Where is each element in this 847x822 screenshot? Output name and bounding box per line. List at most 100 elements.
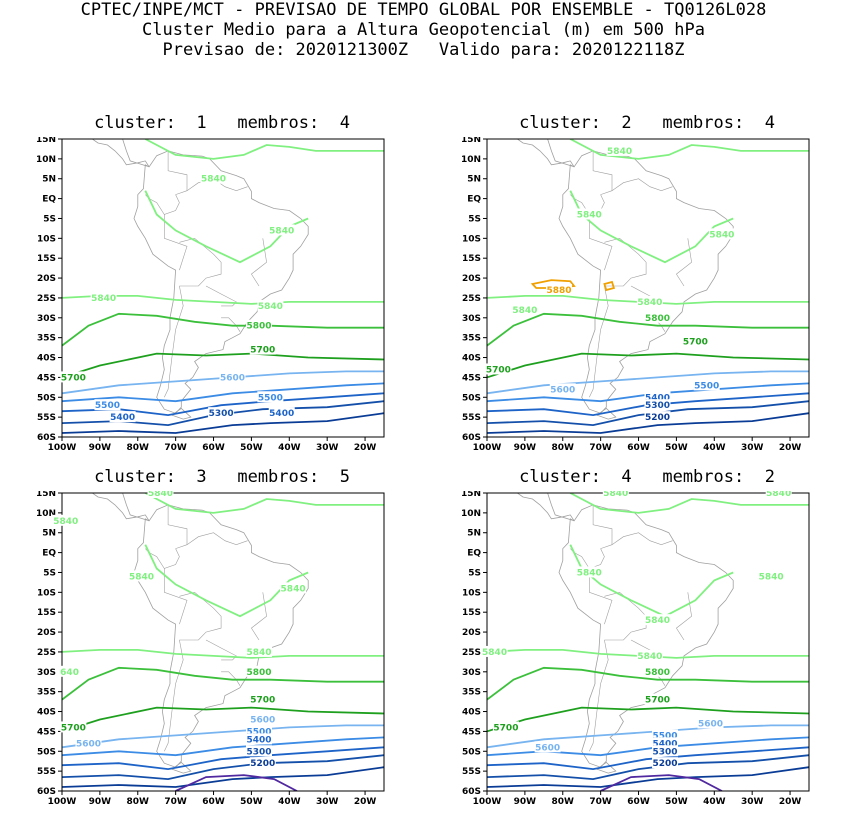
contour-label: 5300 [246, 747, 271, 757]
contour-line [62, 352, 384, 379]
header-title: CPTEC/INPE/MCT - PREVISAO DE TEMPO GLOBA… [80, 0, 767, 20]
contour-label: 5840 [246, 648, 271, 658]
lat-tick-label: 35S [37, 688, 56, 698]
lon-tick-label: 50W [240, 443, 263, 453]
contour-line [487, 370, 809, 395]
contour-map: 15N 10N 5N EQ 5S 10S 15S 20S 25S 30S 35S 40S 45S 50S 5… [36, 491, 385, 807]
cluster-panel-4: cluster: 4 membros: 2 15N 10N 5N EQ 5S 10S 15S… [447, 467, 847, 822]
contour-label-bg [268, 224, 295, 236]
lat-tick-label: 40S [37, 708, 56, 718]
cluster-panel-1: cluster: 1 membros: 4 15N 10N 5N EQ 5S 10S 15S… [22, 113, 422, 468]
lat-tick-label: 15S [37, 254, 56, 264]
lat-tick-label: 15N [36, 491, 56, 499]
contour-label: 5700 [645, 696, 670, 706]
lat-tick-label: 45S [462, 373, 481, 383]
contour-label: 5840 [148, 491, 173, 499]
contour-line [487, 706, 809, 733]
contour-label: 5600 [250, 715, 275, 725]
country-border [164, 639, 184, 752]
contour-label: 5400 [645, 393, 670, 403]
lat-tick-label: 5N [42, 175, 56, 185]
contour-label: 5400 [269, 409, 294, 419]
contour-label: 5840 [91, 294, 116, 304]
lat-tick-label: 55S [37, 767, 56, 777]
lon-tick-label: 60W [202, 797, 225, 807]
lat-tick-label: 15N [36, 137, 56, 145]
lat-tick-label: 10N [36, 155, 56, 165]
contour-label: 5600 [550, 385, 575, 395]
contour-label: 5400 [110, 413, 135, 423]
coastline [558, 150, 734, 414]
lon-tick-label: 50W [665, 443, 688, 453]
lon-tick-label: 80W [552, 797, 575, 807]
contour-label: 5800 [246, 668, 271, 678]
lat-tick-label: 15N [461, 491, 481, 499]
contour-label-bg [693, 379, 720, 391]
contour-label: 5840 [645, 616, 670, 626]
lat-tick-label: 60S [462, 787, 481, 797]
lat-tick-label: 15N [461, 137, 481, 145]
contour-label: 5700 [250, 696, 275, 706]
lat-tick-label: 55S [37, 413, 56, 423]
lat-tick-label: 45S [462, 727, 481, 737]
lat-tick-label: 5S [468, 214, 481, 224]
lat-tick-label: 15S [462, 608, 481, 618]
country-border [676, 238, 692, 287]
lat-tick-label: 20S [37, 274, 56, 284]
country-border [592, 150, 613, 191]
lat-tick-label: 10S [462, 588, 481, 598]
cluster-panel-2: cluster: 2 membros: 4 15N 10N 5N EQ 5S 10S 15S… [447, 113, 847, 468]
lat-tick-label: 40S [462, 708, 481, 718]
contour-map: 15N 10N 5N EQ 5S 10S 15S 20S 25S 30S 35S 40S 45S 50S 5… [461, 137, 810, 453]
contour-label-bg [606, 144, 633, 156]
cluster-panel-3: cluster: 3 membros: 5 15N 10N 5N EQ 5S 10S 15S… [22, 467, 422, 822]
contour-label: 5840 [281, 584, 306, 594]
contour-label: 5840 [482, 648, 507, 658]
contour-label-bg [147, 491, 174, 498]
lat-tick-label: 30S [462, 668, 481, 678]
coastline [171, 761, 192, 774]
lon-tick-label: 60W [627, 797, 650, 807]
lat-tick-label: 15S [37, 608, 56, 618]
lat-tick-label: 5S [43, 568, 56, 578]
country-border [205, 285, 237, 307]
contour-label-bg [576, 208, 603, 220]
lon-tick-label: 20W [779, 797, 802, 807]
contour-label-bg [268, 407, 295, 419]
contour-line [487, 400, 809, 427]
contour-label-bg [257, 299, 284, 311]
lat-tick-label: 55S [462, 767, 481, 777]
lon-tick-label: 30W [741, 797, 764, 807]
lon-tick-label: 40W [703, 443, 726, 453]
lon-tick-label: 60W [202, 443, 225, 453]
lat-tick-label: 10S [37, 588, 56, 598]
country-border [676, 592, 692, 641]
country-border [164, 548, 188, 625]
contour-label: 5840 [258, 302, 283, 312]
contour-label-bg [245, 745, 272, 757]
coastline [133, 504, 309, 768]
contour-label-bg [481, 645, 508, 657]
contour-label-bg [511, 303, 538, 315]
header-subtitle: Cluster Medio para a Altura Geopotencial… [142, 20, 705, 40]
contour-label: 5840 [269, 226, 294, 236]
lat-tick-label: 30S [37, 668, 56, 678]
lon-tick-label: 30W [316, 797, 339, 807]
lat-tick-label: 60S [462, 433, 481, 443]
contour-map: 15N 10N 5N EQ 5S 10S 15S 20S 25S 30S 35S 40S 45S 50S 5… [36, 137, 385, 453]
contour-label-bg [90, 291, 117, 303]
coastline [596, 761, 617, 774]
contour-label: 5700 [250, 346, 275, 356]
contour-line [487, 352, 809, 379]
panel-title: cluster: 2 membros: 4 [519, 113, 775, 133]
contour-line [487, 666, 809, 701]
contour-label: 5200 [645, 413, 670, 423]
lon-tick-label: 20W [779, 443, 802, 453]
contour-label: 5840 [637, 652, 662, 662]
contour-label: 5400 [653, 739, 678, 749]
header-dates: Previsao de: 2020121300Z Valido para: 20… [162, 40, 685, 60]
lat-tick-label: 5N [467, 529, 481, 539]
contour-label: 5840 [766, 491, 791, 499]
contour-label-bg [636, 649, 663, 661]
lat-tick-label: 5S [43, 214, 56, 224]
